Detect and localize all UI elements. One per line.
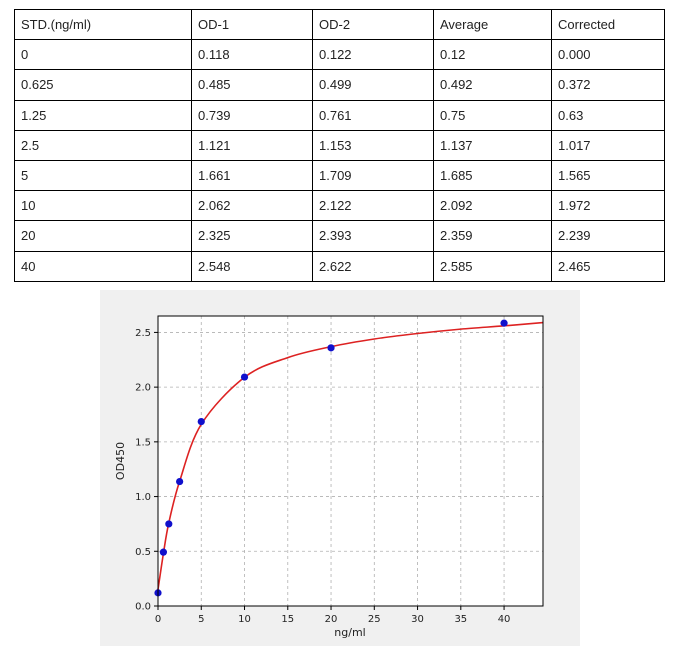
table-row: 5 1.661 1.709 1.685 1.565: [14, 159, 665, 192]
cell-corrected: 2.465: [551, 250, 665, 282]
cell-corrected: 1.565: [551, 159, 665, 192]
data-point: [327, 344, 335, 352]
chart-svg: 0 5 10 15 20 25 30 35 40 0.0 0.5 1.0 1.5 2.0 2.5 ng/m…: [114, 315, 544, 639]
data-point: [500, 319, 508, 327]
cell-average: 2.092: [433, 190, 552, 222]
cell-od1: 1.121: [191, 129, 313, 161]
table-row: 2.5 1.121 1.153 1.137 1.017: [14, 129, 665, 161]
data-point: [240, 373, 249, 381]
y-axis-ticks: 0.0 0.5 1.0 1.5 2.0 2.5: [135, 328, 158, 613]
plot-area: [158, 316, 543, 606]
y-tick-label: 2.5: [135, 328, 151, 339]
cell-od2: 0.122: [312, 39, 434, 71]
x-tick-label: 25: [368, 614, 381, 625]
cell-corrected: 0.000: [551, 39, 665, 71]
table-row: 40 2.548 2.622 2.585 2.465: [14, 250, 665, 282]
cell-od1: 2.325: [191, 220, 313, 252]
cell-od1: 2.062: [191, 190, 313, 222]
header-od1: OD-1: [191, 8, 313, 41]
cell-average: 0.75: [433, 99, 552, 131]
x-tick-label: 20: [325, 614, 338, 625]
x-tick-label: 0: [155, 614, 161, 625]
y-tick-label: 0.5: [135, 547, 151, 558]
cell-corrected: 1.017: [551, 129, 665, 161]
x-axis-ticks: 0 5 10 15 20 25 30 35 40: [155, 606, 511, 625]
standard-curve-chart: 0 5 10 15 20 25 30 35 40 0.0 0.5 1.0 1.5 2.0 2.5 ng/m…: [100, 290, 580, 646]
cell-average: 0.12: [433, 39, 552, 71]
data-point: [197, 418, 205, 426]
table-row: 0.625 0.485 0.499 0.492 0.372: [14, 69, 665, 101]
x-tick-label: 35: [454, 614, 467, 625]
cell-od1: 0.485: [191, 69, 313, 101]
cell-std: 0.625: [14, 69, 192, 101]
cell-od1: 2.548: [191, 250, 313, 282]
y-tick-label: 1.0: [135, 492, 151, 503]
cell-std: 2.5: [14, 129, 192, 161]
table-row: 10 2.062 2.122 2.092 1.972: [14, 190, 665, 222]
cell-od2: 2.393: [312, 220, 434, 252]
cell-std: 10: [14, 190, 192, 222]
cell-average: 1.137: [433, 129, 552, 161]
data-point: [159, 548, 168, 556]
grid-lines: [157, 316, 543, 607]
cell-od2: 0.761: [312, 99, 434, 131]
cell-corrected: 0.63: [551, 99, 665, 131]
cell-std: 20: [14, 220, 192, 252]
y-tick-label: 1.5: [135, 437, 151, 448]
cell-average: 1.685: [433, 159, 552, 192]
data-point: [165, 520, 173, 528]
data-points-layer: [154, 319, 508, 597]
header-std: STD.(ng/ml): [14, 8, 192, 41]
cell-od2: 2.122: [312, 190, 434, 222]
cell-od1: 0.118: [191, 39, 313, 71]
table-row: 1.25 0.739 0.761 0.75 0.63: [14, 99, 665, 131]
cell-od2: 0.499: [312, 69, 434, 101]
header-od2: OD-2: [312, 8, 434, 41]
x-tick-label: 15: [281, 614, 294, 625]
cell-std: 5: [14, 159, 192, 192]
y-tick-label: 0.0: [135, 602, 151, 613]
header-average: Average: [433, 8, 552, 41]
cell-corrected: 2.239: [551, 220, 665, 252]
x-tick-label: 30: [411, 614, 424, 625]
x-tick-label: 5: [198, 614, 204, 625]
cell-od1: 1.661: [191, 159, 313, 192]
x-axis-title: ng/ml: [334, 626, 365, 639]
cell-average: 2.359: [433, 220, 552, 252]
data-point: [176, 477, 184, 486]
cell-average: 0.492: [433, 69, 552, 101]
cell-std: 1.25: [14, 99, 192, 131]
cell-od1: 0.739: [191, 99, 313, 131]
cell-od2: 2.622: [312, 250, 434, 282]
cell-std: 0: [14, 39, 192, 71]
y-tick-label: 2.0: [135, 383, 151, 394]
plot-frame: [157, 315, 544, 607]
x-tick-label: 40: [498, 614, 511, 625]
standard-curve-table: STD.(ng/ml) OD-1 OD-2 Average Corrected …: [14, 8, 665, 282]
y-axis-title: OD450: [114, 442, 127, 480]
header-corrected: Corrected: [551, 8, 665, 41]
table-header-row: STD.(ng/ml) OD-1 OD-2 Average Corrected: [14, 8, 665, 41]
cell-average: 2.585: [433, 250, 552, 282]
table-row: 20 2.325 2.393 2.359 2.239: [14, 220, 665, 252]
cell-od2: 1.709: [312, 159, 434, 192]
x-tick-label: 10: [238, 614, 251, 625]
cell-std: 40: [14, 250, 192, 282]
cell-corrected: 0.372: [551, 69, 665, 101]
cell-corrected: 1.972: [551, 190, 665, 222]
cell-od2: 1.153: [312, 129, 434, 161]
table-row: 0 0.118 0.122 0.12 0.000: [14, 39, 665, 71]
